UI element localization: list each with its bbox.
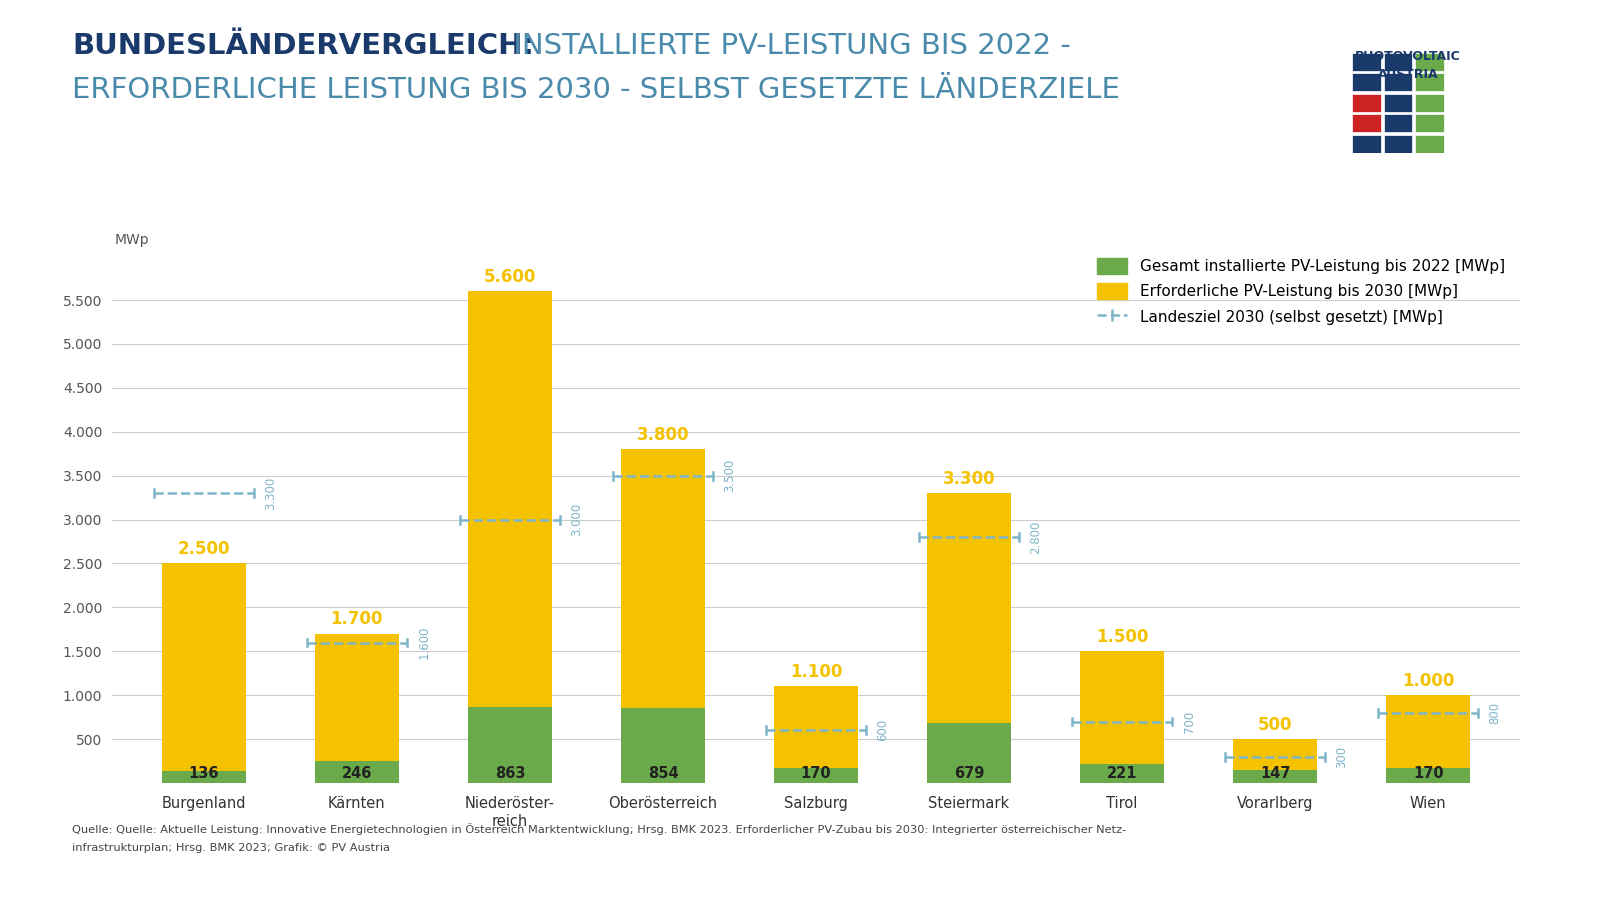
Text: 679: 679 (954, 766, 984, 781)
FancyBboxPatch shape (1416, 94, 1445, 112)
Text: MWp: MWp (115, 233, 150, 248)
FancyBboxPatch shape (1384, 73, 1413, 92)
Text: 147: 147 (1259, 766, 1290, 781)
FancyBboxPatch shape (1352, 94, 1381, 112)
Bar (315, 761, 398, 783)
Bar (467, 707, 552, 783)
Bar (926, 493, 1011, 783)
Text: 3.000: 3.000 (570, 503, 584, 536)
Text: 3.300: 3.300 (942, 470, 995, 488)
Text: 854: 854 (648, 766, 678, 781)
Bar (162, 771, 246, 783)
FancyBboxPatch shape (1352, 73, 1381, 92)
FancyBboxPatch shape (1352, 52, 1381, 71)
Bar (621, 449, 706, 783)
Text: 3.800: 3.800 (637, 426, 690, 444)
Text: 221: 221 (1107, 766, 1138, 781)
FancyBboxPatch shape (1416, 135, 1445, 153)
Text: 1.600: 1.600 (418, 626, 430, 660)
Bar (621, 708, 706, 783)
FancyBboxPatch shape (1384, 94, 1413, 112)
Text: 1.500: 1.500 (1096, 628, 1149, 646)
Text: 700: 700 (1182, 710, 1195, 733)
Bar (1234, 770, 1317, 783)
Text: 246: 246 (342, 766, 373, 781)
FancyBboxPatch shape (1352, 135, 1381, 153)
Bar (1386, 768, 1470, 783)
FancyBboxPatch shape (1384, 114, 1413, 132)
Text: 800: 800 (1488, 702, 1502, 724)
FancyBboxPatch shape (1384, 135, 1413, 153)
Text: infrastrukturplan; Hrsg. BMK 2023; Grafik: © PV Austria: infrastrukturplan; Hrsg. BMK 2023; Grafi… (72, 843, 390, 853)
Text: 136: 136 (189, 766, 219, 781)
Bar (774, 687, 858, 783)
Text: 600: 600 (877, 719, 890, 742)
Text: ERFORDERLICHE LEISTUNG BIS 2030 - SELBST GESETZTE LÄNDERZIELE: ERFORDERLICHE LEISTUNG BIS 2030 - SELBST… (72, 76, 1120, 104)
FancyBboxPatch shape (1384, 52, 1413, 71)
FancyBboxPatch shape (1416, 114, 1445, 132)
Text: 500: 500 (1258, 716, 1293, 733)
FancyBboxPatch shape (1416, 73, 1445, 92)
Bar (1080, 652, 1165, 783)
Bar (774, 768, 858, 783)
Text: 3.300: 3.300 (264, 477, 277, 510)
Text: 170: 170 (800, 766, 832, 781)
Bar (467, 292, 552, 783)
Text: INSTALLIERTE PV-LEISTUNG BIS 2022 -: INSTALLIERTE PV-LEISTUNG BIS 2022 - (504, 32, 1070, 59)
FancyBboxPatch shape (1416, 52, 1445, 71)
FancyBboxPatch shape (1352, 114, 1381, 132)
Bar (1080, 763, 1165, 783)
Bar (926, 724, 1011, 783)
Text: 170: 170 (1413, 766, 1443, 781)
Text: 863: 863 (494, 766, 525, 781)
Text: 5.600: 5.600 (483, 268, 536, 286)
Bar (162, 563, 246, 783)
Text: Quelle: Quelle: Aktuelle Leistung: Innovative Energietechnologien in Österreich : Quelle: Quelle: Aktuelle Leistung: Innov… (72, 824, 1126, 835)
Text: BUNDESLÄNDERVERGLEICH:: BUNDESLÄNDERVERGLEICH: (72, 32, 534, 59)
Text: 300: 300 (1336, 745, 1349, 768)
Bar (1234, 739, 1317, 783)
Text: 1.100: 1.100 (790, 663, 842, 681)
Text: PHOTOVOLTAIC
AUSTRIA: PHOTOVOLTAIC AUSTRIA (1355, 50, 1461, 80)
Text: 2.800: 2.800 (1029, 520, 1043, 554)
Bar (315, 634, 398, 783)
Bar (1386, 695, 1470, 783)
Text: 1.000: 1.000 (1402, 672, 1454, 690)
Text: 2.500: 2.500 (178, 540, 230, 558)
Legend: Gesamt installierte PV-Leistung bis 2022 [MWp], Erforderliche PV-Leistung bis 20: Gesamt installierte PV-Leistung bis 2022… (1090, 250, 1512, 332)
Text: 1.700: 1.700 (331, 610, 382, 628)
Text: 3.500: 3.500 (723, 459, 736, 492)
